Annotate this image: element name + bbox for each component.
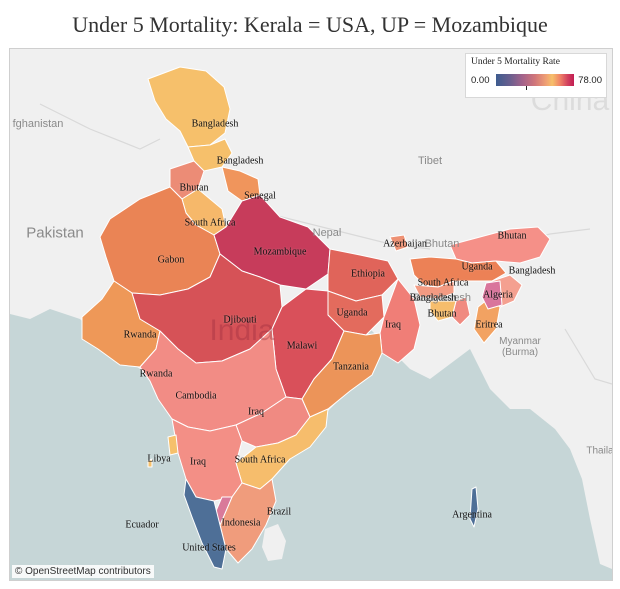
region-label: Bhutan <box>179 182 209 194</box>
state-sikkim <box>389 234 409 252</box>
region-label: Bangladesh <box>508 265 556 277</box>
region-label: South Africa <box>417 277 469 289</box>
land-srilanka <box>262 524 286 561</box>
basemap-label-pakistan: Pakistan <box>26 224 84 242</box>
region-label: Iraq <box>189 456 207 468</box>
region-label: Iraq <box>384 319 402 331</box>
basemap-label-myanmar: Myanmar (Burma) <box>499 336 541 358</box>
region-label: Argentina <box>452 509 492 521</box>
region-label: South Africa <box>234 454 286 466</box>
region-label: Cambodia <box>175 390 217 402</box>
map-attribution[interactable]: © OpenStreetMap contributors <box>12 565 154 578</box>
basemap-label-india: India <box>209 314 275 347</box>
legend-color-ramp <box>496 74 574 86</box>
state-goa <box>167 434 179 456</box>
island-lakshadweep <box>147 458 153 468</box>
region-label: Djibouti <box>223 314 257 326</box>
region-label: Ethiopia <box>351 268 385 280</box>
region-label: Gabon <box>157 254 185 266</box>
region-label: Bhutan <box>427 308 457 320</box>
color-legend: Under 5 Mortality Rate 0.00 78.00 <box>465 53 607 98</box>
region-label: Rwanda <box>139 368 173 380</box>
state-maharashtra <box>139 328 287 432</box>
region-label: Brazil <box>266 506 292 518</box>
region-label: Algeria <box>483 289 513 301</box>
basemap-label-afghanistan: fghanistan <box>12 118 64 130</box>
island-andaman <box>469 486 479 528</box>
state-manipur <box>481 280 503 310</box>
legend-tick <box>526 86 527 90</box>
region-label: Iraq <box>247 406 265 418</box>
intl-border <box>39 103 612 385</box>
region-label: Azerbaijan <box>383 238 427 250</box>
region-label: Mozambique <box>253 246 307 258</box>
region-label: Ecuador <box>125 519 159 531</box>
legend-max-label: 78.00 <box>578 75 602 86</box>
region-label: Uganda <box>461 261 493 273</box>
basemap-label-nepal: Nepal <box>312 227 342 239</box>
region-label: Eritrea <box>475 319 503 331</box>
region-label: Bangladesh <box>191 118 239 130</box>
basemap-label-thailand: Thaila <box>586 445 613 457</box>
chart-title: Under 5 Mortality: Kerala = USA, UP = Mo… <box>72 12 548 37</box>
region-label: Senegal <box>244 190 276 202</box>
region-label: Bhutan <box>497 230 527 242</box>
legend-min-label: 0.00 <box>471 75 490 86</box>
region-label: Malawi <box>286 340 318 352</box>
basemap-label-tibet: Tibet <box>417 155 443 167</box>
state-assam-south <box>429 300 457 322</box>
state-kerala <box>183 478 227 570</box>
region-label: Indonesia <box>221 517 261 529</box>
region-label: Libya <box>147 453 171 465</box>
region-label: Bangladesh <box>409 292 457 304</box>
legend-title: Under 5 Mortality Rate <box>471 57 560 67</box>
region-label: South Africa <box>184 217 236 229</box>
region-label: Tanzania <box>333 361 369 373</box>
map-canvas[interactable] <box>10 49 612 580</box>
state-jammu-kashmir <box>147 66 231 148</box>
region-label: Bangladesh <box>216 155 264 167</box>
region-label: Rwanda <box>123 329 157 341</box>
map-panel[interactable]: China fghanistan Pakistan Tibet Nepal Bh… <box>9 48 613 581</box>
basemap-label-bangladesh: Bangladesh <box>412 292 472 304</box>
region-label: United States <box>182 542 236 554</box>
basemap-label-bhutan: Bhutan <box>424 238 460 250</box>
state-meghalaya <box>413 280 455 300</box>
region-label: Uganda <box>336 307 368 319</box>
